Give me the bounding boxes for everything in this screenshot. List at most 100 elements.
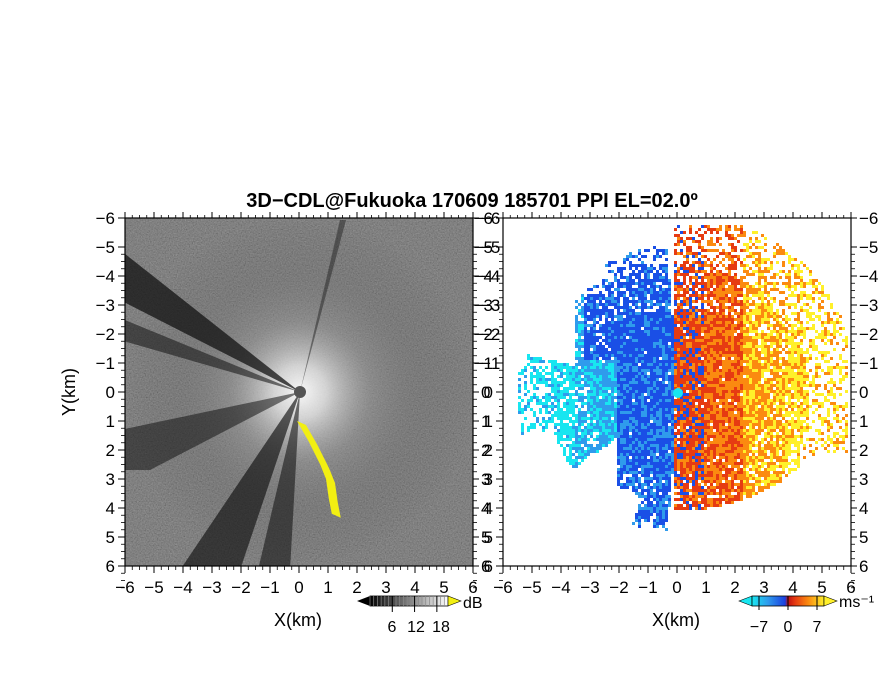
velocity-cell bbox=[779, 249, 782, 252]
velocity-cell bbox=[620, 267, 623, 270]
velocity-cell bbox=[554, 405, 557, 408]
velocity-cell bbox=[749, 405, 752, 408]
velocity-cell bbox=[716, 318, 719, 321]
velocity-cell bbox=[545, 411, 548, 414]
velocity-cell bbox=[641, 264, 644, 267]
velocity-cell bbox=[698, 315, 701, 318]
velocity-cell bbox=[704, 345, 707, 348]
velocity-cell bbox=[803, 384, 806, 387]
velocity-cell bbox=[749, 423, 752, 426]
velocity-cell bbox=[647, 321, 650, 324]
velocity-cell bbox=[743, 234, 746, 237]
velocity-cell bbox=[671, 399, 674, 402]
velocity-cell bbox=[614, 369, 617, 372]
velocity-cell bbox=[749, 363, 752, 366]
velocity-cell bbox=[653, 399, 656, 402]
velocity-cell bbox=[740, 402, 743, 405]
velocity-cell bbox=[752, 375, 755, 378]
velocity-cell bbox=[740, 249, 743, 252]
velocity-cell bbox=[710, 306, 713, 309]
velocity-cell bbox=[713, 243, 716, 246]
velocity-cell bbox=[725, 369, 728, 372]
velocity-cell bbox=[581, 309, 584, 312]
velocity-cell bbox=[734, 228, 737, 231]
velocity-cell bbox=[698, 444, 701, 447]
velocity-cell bbox=[602, 423, 605, 426]
velocity-cell bbox=[764, 267, 767, 270]
velocity-cell bbox=[668, 315, 671, 318]
velocity-cell bbox=[830, 441, 833, 444]
velocity-cell bbox=[617, 408, 620, 411]
velocity-cell bbox=[791, 423, 794, 426]
velocity-cell bbox=[692, 306, 695, 309]
velocity-cell bbox=[665, 405, 668, 408]
velocity-cell bbox=[752, 231, 755, 234]
velocity-cell bbox=[791, 420, 794, 423]
velocity-cell bbox=[596, 378, 599, 381]
velocity-cell bbox=[644, 411, 647, 414]
velocity-cell bbox=[647, 429, 650, 432]
velocity-cell bbox=[608, 300, 611, 303]
velocity-cell bbox=[677, 366, 680, 369]
velocity-cell bbox=[758, 288, 761, 291]
velocity-cell bbox=[659, 255, 662, 258]
velocity-cell bbox=[713, 306, 716, 309]
velocity-cell bbox=[611, 291, 614, 294]
velocity-cell bbox=[704, 390, 707, 393]
velocity-cell bbox=[542, 429, 545, 432]
velocity-cell bbox=[704, 381, 707, 384]
velocity-cell bbox=[788, 381, 791, 384]
velocity-cell bbox=[710, 414, 713, 417]
velocity-cell bbox=[734, 288, 737, 291]
velocity-cell bbox=[755, 360, 758, 363]
velocity-cell bbox=[719, 270, 722, 273]
velocity-cell bbox=[785, 423, 788, 426]
velocity-cell bbox=[755, 240, 758, 243]
velocity-cell bbox=[620, 444, 623, 447]
velocity-cell bbox=[566, 390, 569, 393]
velocity-cell bbox=[779, 333, 782, 336]
velocity-cell bbox=[692, 324, 695, 327]
velocity-cell bbox=[692, 276, 695, 279]
velocity-cell bbox=[788, 411, 791, 414]
velocity-cell bbox=[758, 273, 761, 276]
velocity-cell bbox=[674, 303, 677, 306]
velocity-cell bbox=[587, 384, 590, 387]
velocity-cell bbox=[704, 342, 707, 345]
velocity-cell bbox=[719, 435, 722, 438]
velocity-cell bbox=[752, 369, 755, 372]
velocity-cell bbox=[530, 423, 533, 426]
velocity-cell bbox=[782, 441, 785, 444]
velocity-cell bbox=[530, 396, 533, 399]
velocity-cell bbox=[638, 342, 641, 345]
velocity-cell bbox=[605, 378, 608, 381]
velocity-cell bbox=[584, 444, 587, 447]
velocity-cell bbox=[665, 249, 668, 252]
velocity-cell bbox=[716, 297, 719, 300]
velocity-cell bbox=[659, 432, 662, 435]
velocity-cell bbox=[725, 396, 728, 399]
velocity-cell bbox=[572, 435, 575, 438]
velocity-cell bbox=[632, 378, 635, 381]
velocity-cell bbox=[647, 279, 650, 282]
y-tick-label: −1 bbox=[96, 354, 115, 373]
velocity-cell bbox=[794, 336, 797, 339]
velocity-cell bbox=[695, 420, 698, 423]
velocity-cell bbox=[620, 414, 623, 417]
velocity-cell bbox=[809, 282, 812, 285]
velocity-cell bbox=[776, 420, 779, 423]
velocity-cell bbox=[740, 369, 743, 372]
velocity-cell bbox=[602, 369, 605, 372]
velocity-cell bbox=[782, 375, 785, 378]
velocity-cell bbox=[635, 339, 638, 342]
velocity-cell bbox=[605, 405, 608, 408]
velocity-cell bbox=[833, 405, 836, 408]
velocity-cell bbox=[521, 411, 524, 414]
velocity-cell bbox=[638, 408, 641, 411]
velocity-cell bbox=[764, 402, 767, 405]
velocity-cell bbox=[701, 360, 704, 363]
velocity-cell bbox=[788, 423, 791, 426]
velocity-cell bbox=[680, 438, 683, 441]
velocity-cell bbox=[758, 360, 761, 363]
velocity-cell bbox=[650, 327, 653, 330]
